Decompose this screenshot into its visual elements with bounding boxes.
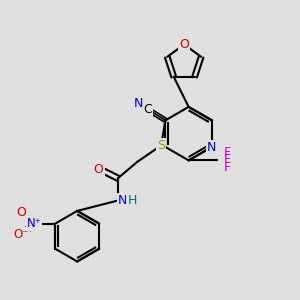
Text: H: H bbox=[128, 194, 137, 207]
Text: F: F bbox=[224, 153, 230, 166]
Text: N⁺: N⁺ bbox=[26, 217, 41, 230]
Text: F: F bbox=[224, 146, 230, 159]
Text: N: N bbox=[134, 97, 143, 110]
Text: N: N bbox=[207, 140, 217, 154]
Text: O: O bbox=[179, 38, 189, 51]
Text: S: S bbox=[157, 139, 165, 152]
Text: F: F bbox=[224, 161, 230, 174]
Text: O: O bbox=[16, 206, 26, 219]
Text: C: C bbox=[143, 103, 152, 116]
Text: N: N bbox=[118, 194, 127, 207]
Text: O⁻: O⁻ bbox=[14, 228, 29, 242]
Text: O: O bbox=[94, 163, 103, 176]
